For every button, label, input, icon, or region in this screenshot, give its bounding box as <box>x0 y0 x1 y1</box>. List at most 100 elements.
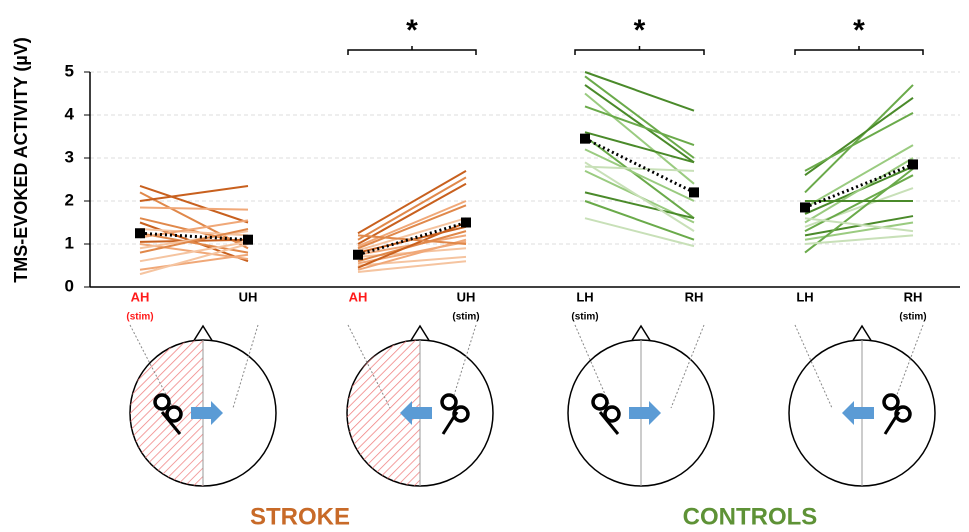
significance-star: * <box>853 14 865 47</box>
group-label: STROKE <box>250 503 350 530</box>
subject-line <box>804 111 914 172</box>
y-tick-label: 1 <box>65 233 74 252</box>
category-label: AH <box>131 289 150 304</box>
subject-line <box>139 227 249 254</box>
subject-line <box>357 221 467 269</box>
category-sublabel: (stim) <box>571 312 598 323</box>
subject-line <box>584 131 695 164</box>
y-tick-label: 0 <box>65 276 74 295</box>
y-tick-label: 4 <box>65 104 75 123</box>
mean-marker <box>461 217 471 228</box>
category-label: RH <box>904 289 923 304</box>
mean-line <box>357 221 467 257</box>
coil <box>882 393 900 411</box>
subject-line <box>584 71 695 112</box>
significance-bracket <box>794 46 924 55</box>
subject-line <box>357 204 467 250</box>
group-label: CONTROLS <box>683 503 818 530</box>
coil <box>603 405 621 423</box>
y-axis-label: TMS-EVOKED ACTIVITY (µV) <box>11 37 31 282</box>
subject-line <box>804 167 914 254</box>
arrow <box>191 401 223 425</box>
subject-line <box>804 157 914 224</box>
category-label: RH <box>685 289 704 304</box>
pointer <box>794 324 924 409</box>
head-nose <box>192 324 214 343</box>
mean-line <box>584 137 695 194</box>
subject-line <box>804 96 914 177</box>
subject-line <box>357 260 467 273</box>
subject-line <box>804 221 914 241</box>
coil-handle <box>441 411 459 435</box>
significance-star: * <box>406 14 418 47</box>
coil <box>440 393 458 411</box>
head-nose <box>630 324 652 343</box>
subject-line <box>804 234 914 245</box>
mean-line <box>804 163 914 209</box>
subject-line <box>584 217 695 248</box>
subject-line <box>139 253 249 271</box>
subject-line <box>139 240 249 263</box>
arrow <box>629 401 661 425</box>
subject-line <box>584 165 695 172</box>
subject-line <box>584 84 695 164</box>
subject-line <box>584 135 695 220</box>
coil <box>165 405 183 423</box>
head-nose <box>409 324 431 343</box>
subject-line <box>357 238 467 271</box>
category-sublabel: (stim) <box>126 312 153 323</box>
mean-marker <box>135 228 145 239</box>
category-label: AH <box>349 289 368 304</box>
arrow <box>842 401 874 425</box>
category-label: LH <box>576 289 593 304</box>
coil-handle <box>598 411 620 435</box>
mean-marker <box>580 133 590 144</box>
subject-line <box>584 75 695 159</box>
category-sublabel: (stim) <box>899 312 926 323</box>
subject-line <box>139 185 249 224</box>
category-label: UH <box>239 289 258 304</box>
significance-bracket <box>347 46 477 55</box>
subject-line <box>804 217 914 233</box>
subject-line <box>357 200 467 248</box>
subject-line <box>804 174 914 232</box>
subject-line <box>139 243 249 276</box>
subject-line <box>357 217 467 252</box>
category-label: LH <box>796 289 813 304</box>
subject-line <box>139 221 249 263</box>
coil <box>591 393 609 411</box>
subject-line <box>139 206 249 211</box>
category-label: UH <box>457 289 476 304</box>
coil-handle <box>160 411 182 435</box>
y-tick-label: 3 <box>65 147 74 166</box>
subject-line <box>804 84 914 194</box>
subject-line <box>139 230 249 250</box>
category-sublabel: (stim) <box>452 312 479 323</box>
subject-line <box>804 144 914 209</box>
subject-line <box>584 191 695 220</box>
mean-marker <box>353 249 363 260</box>
mean-marker <box>243 234 253 245</box>
subject-line <box>584 161 695 232</box>
subject-line <box>357 176 467 241</box>
subject-line <box>139 184 249 202</box>
subject-line <box>584 148 695 202</box>
pointer <box>347 324 477 409</box>
subject-line <box>357 170 467 235</box>
y-tick-label: 5 <box>65 61 74 80</box>
significance-star: * <box>634 14 646 47</box>
mean-marker <box>908 159 918 170</box>
coil <box>153 393 171 411</box>
subject-line <box>139 219 249 239</box>
significance-bracket <box>574 46 705 55</box>
mean-line <box>139 231 249 242</box>
pointer <box>574 324 705 409</box>
head-nose <box>851 324 873 343</box>
mean-marker <box>689 187 699 198</box>
subject-line <box>357 182 467 245</box>
subject-line <box>584 200 695 241</box>
arrow <box>400 401 432 425</box>
subject-line <box>584 105 695 147</box>
subject-line <box>584 92 695 185</box>
